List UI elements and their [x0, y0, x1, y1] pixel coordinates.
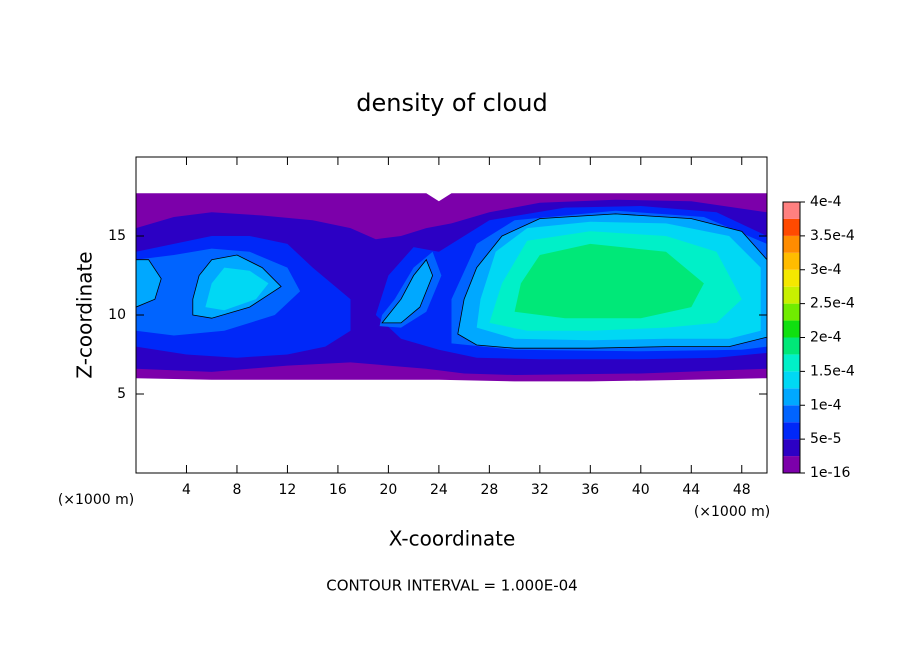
colorbar-band [783, 337, 800, 355]
x-axis-label: X-coordinate [389, 527, 516, 551]
chart-title: density of cloud [356, 89, 547, 117]
colorbar-band [783, 235, 800, 253]
x-tick-label: 4 [182, 482, 191, 498]
x-tick-label: 24 [430, 482, 448, 498]
colorbar-band [783, 456, 800, 473]
x-tick-label: 44 [682, 482, 700, 498]
colorbar-band [783, 202, 800, 219]
contour-region [205, 267, 269, 311]
colorbar-band [783, 405, 800, 423]
colorbar-band [783, 439, 800, 457]
y-tick-label: 10 [108, 307, 126, 323]
x-unit-label: (×1000 m) [694, 504, 770, 520]
colorbar-tick-label: 2e-4 [810, 330, 842, 346]
x-tick-label: 36 [581, 482, 599, 498]
colorbar-tick-label: 2.5e-4 [810, 296, 855, 312]
colorbar-tick-label: 1e-4 [810, 397, 842, 413]
x-tick-label: 32 [531, 482, 549, 498]
y-axis-label: Z-coordinate [73, 251, 97, 378]
y-unit-label: (×1000 m) [58, 492, 134, 508]
x-tick-label: 28 [480, 482, 498, 498]
colorbar-band [783, 286, 800, 304]
x-tick-label: 40 [632, 482, 650, 498]
colorbar-tick-label: 3.5e-4 [810, 228, 855, 244]
y-tick-label: 5 [117, 386, 126, 402]
contour-region [381, 258, 434, 324]
colorbar-band [783, 388, 800, 406]
contour-region [514, 243, 704, 319]
colorbar-tick-label: 3e-4 [810, 262, 842, 278]
colorbar-band [783, 269, 800, 287]
colorbar-band [783, 252, 800, 270]
x-tick-label: 20 [379, 482, 397, 498]
x-tick-label: 16 [329, 482, 347, 498]
contour-field [136, 193, 767, 382]
colorbar-band [783, 320, 800, 338]
x-tick-label: 48 [733, 482, 751, 498]
colorbar-tick-label: 1.5e-4 [810, 363, 855, 379]
contour-region [136, 259, 162, 308]
x-tick-label: 12 [279, 482, 297, 498]
colorbar-tick-label: 5e-5 [810, 431, 841, 447]
colorbar-band [783, 422, 800, 440]
y-tick-label: 15 [108, 228, 126, 244]
footer-note: CONTOUR INTERVAL = 1.000E-04 [326, 577, 577, 595]
colorbar-band [783, 371, 800, 389]
colorbar-tick-label: 1e-16 [810, 465, 850, 481]
colorbar-band [783, 354, 800, 372]
colorbar-band [783, 303, 800, 321]
x-tick-label: 8 [232, 482, 241, 498]
colorbar-tick-label: 4e-4 [810, 194, 842, 210]
colorbar-band [783, 218, 800, 236]
